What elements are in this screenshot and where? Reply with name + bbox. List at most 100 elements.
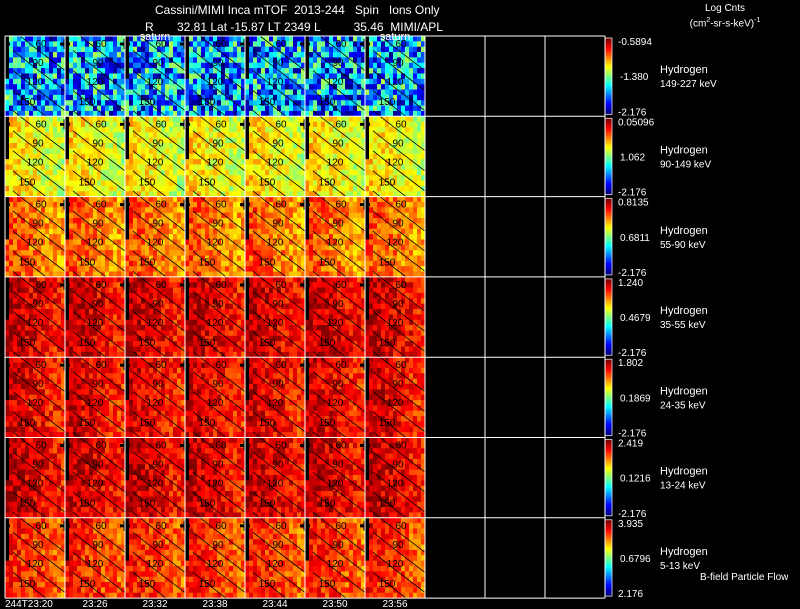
heatmap-cell (153, 62, 158, 69)
heatmap-cell (413, 271, 418, 278)
heatmap-cell (17, 303, 22, 310)
heatmap-cell (129, 68, 134, 74)
heatmap-cell (73, 127, 78, 133)
heatmap-cell (105, 116, 110, 122)
heatmap-cell (305, 185, 310, 192)
heatmap-cell (317, 46, 322, 53)
heatmap-cell (29, 191, 34, 197)
heatmap-cell (9, 46, 14, 53)
heatmap-cell (225, 36, 230, 42)
heatmap-cell (177, 41, 182, 47)
heatmap-cell (409, 132, 414, 139)
heatmap-cell (325, 271, 330, 278)
heatmap-cell (145, 62, 150, 69)
heatmap-cell (33, 271, 38, 278)
heatmap-cell (261, 41, 266, 47)
heatmap-cell (105, 137, 110, 144)
heatmap-cell (217, 180, 222, 187)
heatmap-cell (381, 148, 386, 155)
heatmap-cell (61, 84, 66, 90)
heatmap-cell (69, 84, 74, 90)
heatmap-cell (273, 36, 278, 42)
heatmap-cell (245, 175, 250, 181)
heatmap-cell (229, 132, 234, 139)
heatmap-cell (189, 94, 194, 101)
heatmap-cell (321, 207, 326, 213)
heatmap-cell (265, 228, 270, 235)
heatmap-cell (353, 234, 358, 240)
pitch-angle-label: 60 (335, 39, 347, 50)
heatmap-cell (377, 223, 382, 230)
heatmap-cell (37, 100, 42, 106)
heatmap-cell (285, 250, 290, 256)
heatmap-cell (13, 84, 18, 90)
heatmap-cell (285, 185, 290, 192)
heatmap-cell (109, 46, 114, 53)
heatmap-cell (369, 94, 374, 101)
heatmap-cell (241, 36, 246, 42)
heatmap-cell (405, 84, 410, 90)
heatmap-cell (249, 212, 254, 219)
pitch-angle-label: 60 (335, 200, 347, 211)
heatmap-cell (5, 341, 10, 347)
heatmap-cell (209, 196, 214, 203)
heatmap-cell (217, 62, 222, 69)
heatmap-cell (245, 271, 250, 278)
heatmap-cell (217, 110, 222, 117)
heatmap-cell (133, 100, 138, 106)
heatmap-cell (221, 105, 226, 112)
colorbar-segment (605, 78, 612, 82)
heatmap-cell (417, 159, 422, 165)
heatmap-cell (285, 159, 290, 165)
heatmap-cell (25, 127, 30, 133)
heatmap-cell (57, 57, 62, 64)
heatmap-cell (209, 169, 214, 176)
heatmap-cell (281, 100, 286, 106)
heatmap-cell (137, 218, 142, 224)
heatmap-cell (157, 41, 162, 47)
heatmap-cell (73, 148, 78, 155)
heatmap-cell (41, 159, 46, 165)
pitch-angle-contour (72, 50, 126, 91)
heatmap-cell (257, 223, 262, 230)
heatmap-cell (293, 255, 298, 262)
heatmap-cell (265, 89, 270, 96)
heatmap-cell (237, 153, 242, 160)
heatmap-cell (61, 180, 66, 187)
heatmap-cell (261, 121, 266, 128)
heatmap-cell (73, 207, 78, 213)
heatmap-cell (361, 94, 366, 101)
heatmap-cell (385, 36, 390, 42)
heatmap-cell (157, 255, 162, 262)
heatmap-cell (221, 94, 226, 101)
heatmap-cell (209, 132, 214, 139)
heatmap-cell (21, 127, 26, 133)
heatmap-cell (33, 68, 38, 74)
heatmap-cell (77, 110, 82, 117)
heatmap-cell (9, 36, 14, 42)
heatmap-cell (193, 164, 198, 171)
heatmap-cell (45, 36, 50, 42)
heatmap-cell (397, 57, 402, 64)
heatmap-cell (9, 250, 14, 256)
heatmap-cell (409, 94, 414, 101)
heatmap-cell (217, 46, 222, 53)
colorbar-segment (605, 50, 612, 54)
heatmap-cell (397, 260, 402, 267)
heatmap-cell (109, 105, 114, 112)
heatmap-cell (117, 116, 122, 122)
heatmap-cell (177, 271, 182, 278)
heatmap-cell (253, 68, 258, 74)
heatmap-cell (269, 78, 274, 85)
heatmap-cell (333, 52, 338, 58)
heatmap-cell (281, 46, 286, 53)
heatmap-cell (373, 62, 378, 69)
heatmap-cell (53, 84, 58, 90)
colorbar-segment (605, 156, 612, 160)
heatmap-cell (85, 132, 90, 139)
heatmap-cell (237, 271, 242, 278)
colorbar-segment (605, 138, 612, 142)
heatmap-cell (41, 52, 46, 58)
heatmap-cell (173, 196, 178, 203)
heatmap-cell (257, 62, 262, 69)
